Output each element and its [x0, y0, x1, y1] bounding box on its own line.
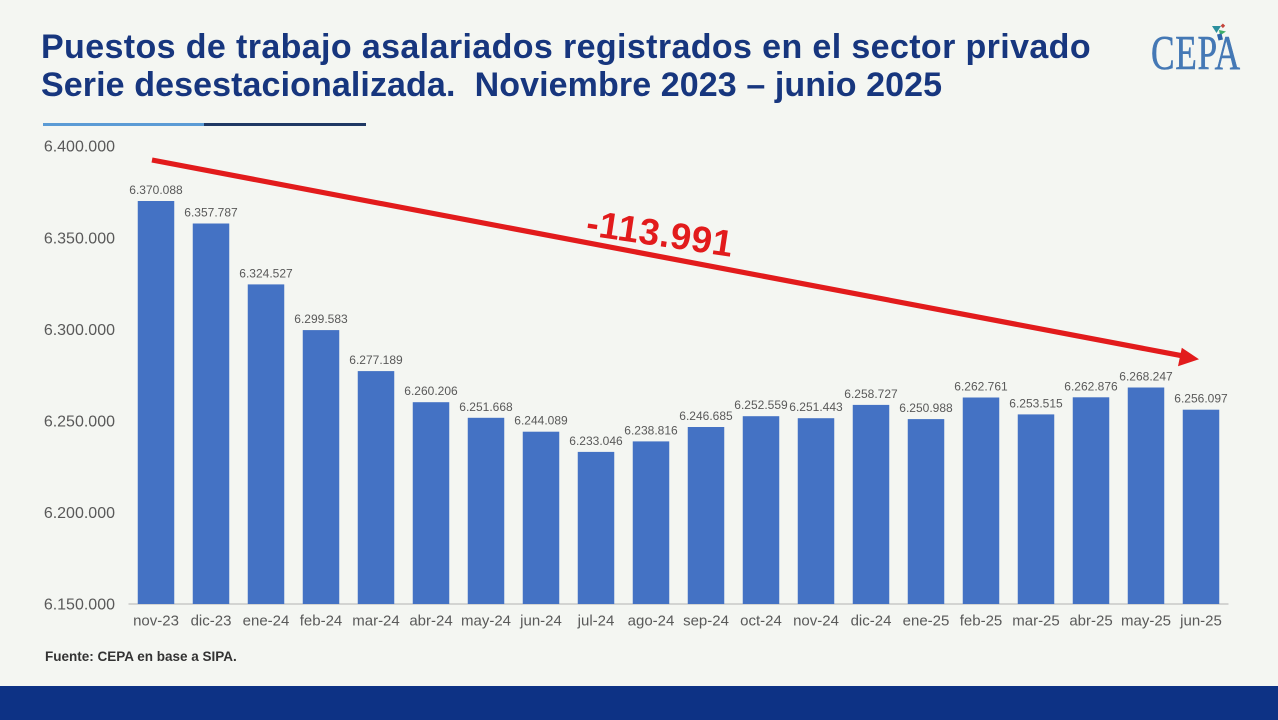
svg-text:abr-24: abr-24	[409, 613, 452, 630]
svg-text:6.150.000: 6.150.000	[44, 597, 115, 614]
svg-text:6.233.046: 6.233.046	[569, 434, 623, 448]
svg-text:6.260.206: 6.260.206	[404, 384, 458, 398]
svg-text:6.251.443: 6.251.443	[789, 400, 843, 414]
svg-text:6.252.559: 6.252.559	[734, 398, 788, 412]
svg-text:nov-24: nov-24	[793, 613, 839, 630]
svg-text:6.253.515: 6.253.515	[1009, 396, 1063, 410]
svg-text:6.238.816: 6.238.816	[624, 423, 678, 437]
svg-text:may-24: may-24	[461, 613, 511, 630]
svg-text:6.262.761: 6.262.761	[954, 380, 1008, 394]
svg-text:ene-24: ene-24	[243, 613, 290, 630]
svg-text:6.370.088: 6.370.088	[129, 183, 183, 197]
svg-text:6.300.000: 6.300.000	[44, 322, 115, 339]
svg-text:jul-24: jul-24	[577, 613, 615, 630]
svg-text:6.277.189: 6.277.189	[349, 353, 403, 367]
svg-text:6.244.089: 6.244.089	[514, 414, 568, 428]
svg-text:6.246.685: 6.246.685	[679, 409, 733, 423]
svg-text:ene-25: ene-25	[903, 613, 950, 630]
svg-text:6.268.247: 6.268.247	[1119, 370, 1173, 384]
svg-text:feb-24: feb-24	[300, 613, 343, 630]
svg-text:sep-24: sep-24	[683, 613, 729, 630]
svg-text:mar-25: mar-25	[1012, 613, 1060, 630]
svg-text:6.256.097: 6.256.097	[1174, 392, 1228, 406]
svg-text:6.262.876: 6.262.876	[1064, 379, 1118, 393]
svg-text:jun-24: jun-24	[519, 613, 562, 630]
svg-text:oct-24: oct-24	[740, 613, 782, 630]
svg-text:6.250.988: 6.250.988	[899, 401, 953, 415]
svg-text:6.324.527: 6.324.527	[239, 266, 293, 280]
svg-text:6.258.727: 6.258.727	[844, 387, 898, 401]
svg-text:6.357.787: 6.357.787	[184, 206, 238, 220]
svg-text:feb-25: feb-25	[960, 613, 1003, 630]
svg-text:dic-24: dic-24	[851, 613, 892, 630]
svg-text:abr-25: abr-25	[1069, 613, 1112, 630]
svg-text:6.350.000: 6.350.000	[44, 230, 115, 247]
svg-text:jun-25: jun-25	[1179, 613, 1222, 630]
svg-text:6.251.668: 6.251.668	[459, 400, 513, 414]
svg-text:mar-24: mar-24	[352, 613, 400, 630]
svg-text:nov-23: nov-23	[133, 613, 179, 630]
svg-text:6.299.583: 6.299.583	[294, 312, 348, 326]
svg-text:ago-24: ago-24	[628, 613, 675, 630]
svg-text:6.200.000: 6.200.000	[44, 505, 115, 522]
svg-text:6.250.000: 6.250.000	[44, 413, 115, 430]
svg-text:may-25: may-25	[1121, 613, 1171, 630]
svg-text:dic-23: dic-23	[191, 613, 232, 630]
svg-text:6.400.000: 6.400.000	[44, 139, 115, 156]
